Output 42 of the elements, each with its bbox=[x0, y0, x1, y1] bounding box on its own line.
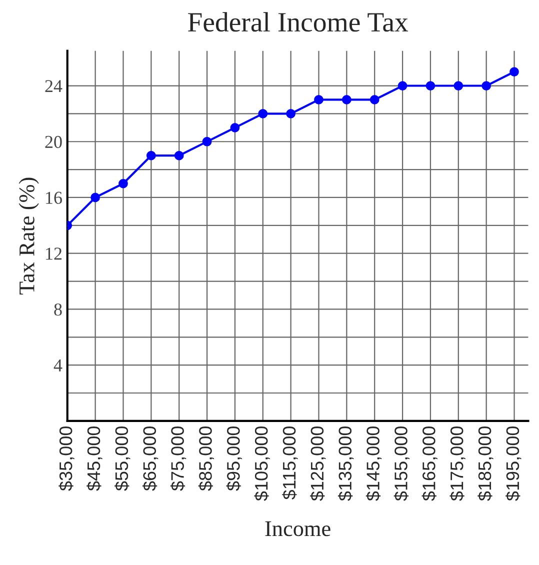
point bbox=[314, 95, 324, 104]
point bbox=[286, 109, 296, 118]
point bbox=[510, 67, 519, 76]
point bbox=[426, 81, 436, 90]
x-tick-label: $115,000 bbox=[282, 426, 298, 500]
x-tick-label: $45,000 bbox=[86, 426, 102, 491]
chart-title: Federal Income Tax bbox=[188, 12, 408, 32]
y-tick-label: 16 bbox=[46, 192, 62, 204]
point bbox=[230, 122, 240, 132]
y-tick-label: 20 bbox=[45, 136, 62, 148]
x-tick-label: $105,000 bbox=[254, 426, 270, 501]
point bbox=[258, 109, 268, 118]
y-tick-label: 24 bbox=[45, 80, 62, 92]
point bbox=[202, 136, 212, 146]
point bbox=[174, 150, 184, 160]
x-tick-label: $55,000 bbox=[114, 426, 130, 491]
point bbox=[454, 81, 464, 90]
x-tick-label: $175,000 bbox=[450, 426, 466, 501]
point bbox=[370, 95, 380, 104]
x-tick-label: $165,000 bbox=[422, 426, 438, 501]
x-tick-label: $35,000 bbox=[58, 426, 74, 491]
x-tick-label: $135,000 bbox=[338, 426, 354, 501]
x-tick-label: $195,000 bbox=[506, 426, 522, 501]
x-axis-title: Income bbox=[265, 521, 330, 536]
y-axis-title: Tax Rate (%) bbox=[18, 178, 39, 295]
point bbox=[398, 81, 408, 90]
y-tick-label: 8 bbox=[54, 303, 62, 316]
point bbox=[342, 95, 352, 104]
x-tick-label: $185,000 bbox=[478, 426, 494, 501]
x-tick-label: $65,000 bbox=[142, 426, 158, 491]
point bbox=[118, 178, 128, 188]
x-tick-label: $95,000 bbox=[226, 426, 242, 491]
x-tick-label: $155,000 bbox=[394, 426, 410, 501]
point bbox=[90, 192, 100, 202]
x-tick-label: $125,000 bbox=[310, 426, 326, 501]
x-tick-label: $75,000 bbox=[170, 426, 186, 491]
point bbox=[146, 150, 156, 160]
y-tick-label: 4 bbox=[54, 359, 62, 372]
y-tick-label: 12 bbox=[46, 248, 62, 260]
point bbox=[482, 81, 492, 90]
x-tick-label: $145,000 bbox=[366, 426, 382, 501]
x-tick-label: $85,000 bbox=[198, 426, 214, 491]
